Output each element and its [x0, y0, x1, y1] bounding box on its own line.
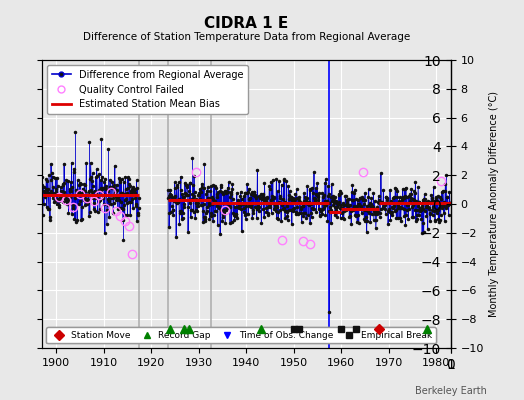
Y-axis label: Monthly Temperature Anomaly Difference (°C): Monthly Temperature Anomaly Difference (… — [489, 91, 499, 317]
Legend: Station Move, Record Gap, Time of Obs. Change, Empirical Break: Station Move, Record Gap, Time of Obs. C… — [47, 327, 436, 344]
Text: CIDRA 1 E: CIDRA 1 E — [204, 16, 288, 31]
Text: Difference of Station Temperature Data from Regional Average: Difference of Station Temperature Data f… — [83, 32, 410, 42]
Text: Berkeley Earth: Berkeley Earth — [416, 386, 487, 396]
